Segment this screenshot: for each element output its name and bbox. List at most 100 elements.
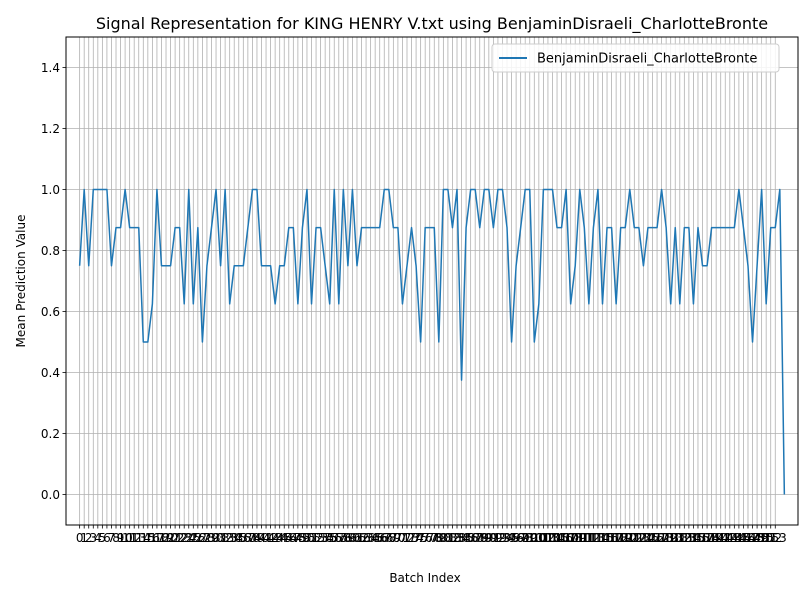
x-tick-label: 122 bbox=[623, 531, 646, 545]
x-tick-label: 138 bbox=[696, 531, 719, 545]
x-tick-label: 25 bbox=[186, 531, 201, 545]
x-tick-label: 150 bbox=[750, 531, 773, 545]
x-tick-label: 18 bbox=[154, 531, 169, 545]
x-tick-label: 2 bbox=[85, 531, 93, 545]
x-tick-label: 151 bbox=[755, 531, 778, 545]
x-tick-label: 91 bbox=[486, 531, 501, 545]
x-tick-label: 23 bbox=[177, 531, 192, 545]
x-tick-label: 3 bbox=[89, 531, 97, 545]
x-tick-label: 72 bbox=[399, 531, 414, 545]
y-tick-label: 1.0 bbox=[41, 183, 60, 197]
x-tick-label: 26 bbox=[190, 531, 205, 545]
x-tick-label: 97 bbox=[513, 531, 528, 545]
x-tick-label: 41 bbox=[258, 531, 273, 545]
x-tick-label: 140 bbox=[705, 531, 728, 545]
x-tick-label: 4 bbox=[94, 531, 102, 545]
x-tick-label: 1 bbox=[80, 531, 88, 545]
x-tick-label: 39 bbox=[249, 531, 264, 545]
x-tick-label: 70 bbox=[390, 531, 405, 545]
x-tick-label: 126 bbox=[641, 531, 664, 545]
x-tick-label: 79 bbox=[431, 531, 446, 545]
x-tick-label: 42 bbox=[263, 531, 278, 545]
x-tick-label: 86 bbox=[463, 531, 478, 545]
x-tick-label: 85 bbox=[458, 531, 473, 545]
x-tick-label: 14 bbox=[136, 531, 151, 545]
x-tick-label: 82 bbox=[445, 531, 460, 545]
x-tick-label: 148 bbox=[741, 531, 764, 545]
x-tick-label: 38 bbox=[245, 531, 260, 545]
x-tick-label: 60 bbox=[345, 531, 360, 545]
x-tick-label: 68 bbox=[381, 531, 396, 545]
y-tick-label: 0.4 bbox=[41, 366, 60, 380]
x-tick-label: 40 bbox=[254, 531, 269, 545]
x-axis-label: Batch Index bbox=[389, 571, 460, 585]
x-tick-label: 93 bbox=[495, 531, 510, 545]
x-tick-label: 129 bbox=[655, 531, 678, 545]
x-tick-label: 51 bbox=[304, 531, 319, 545]
x-axis-ticks: 0123456789101112131415161718192021222324… bbox=[76, 525, 787, 545]
x-tick-label: 49 bbox=[295, 531, 310, 545]
y-tick-label: 1.2 bbox=[41, 122, 60, 136]
x-tick-label: 145 bbox=[727, 531, 750, 545]
x-tick-label: 76 bbox=[418, 531, 433, 545]
x-tick-label: 153 bbox=[764, 531, 787, 545]
legend-box bbox=[491, 43, 780, 73]
x-tick-label: 48 bbox=[290, 531, 305, 545]
x-tick-label: 15 bbox=[140, 531, 155, 545]
grid-lines bbox=[66, 37, 798, 525]
x-tick-label: 139 bbox=[700, 531, 723, 545]
y-axis-label: Mean Prediction Value bbox=[14, 215, 28, 348]
x-tick-label: 55 bbox=[322, 531, 337, 545]
x-tick-label: 13 bbox=[131, 531, 146, 545]
x-tick-label: 118 bbox=[605, 531, 628, 545]
x-tick-label: 10 bbox=[117, 531, 132, 545]
x-tick-label: 34 bbox=[227, 531, 242, 545]
x-tick-label: 66 bbox=[372, 531, 387, 545]
x-tick-label: 127 bbox=[646, 531, 669, 545]
x-tick-label: 90 bbox=[481, 531, 496, 545]
x-tick-label: 99 bbox=[522, 531, 537, 545]
x-tick-label: 78 bbox=[427, 531, 442, 545]
x-tick-label: 89 bbox=[477, 531, 492, 545]
y-tick-label: 0.6 bbox=[41, 305, 60, 319]
plot-frame bbox=[65, 36, 799, 526]
x-tick-label: 30 bbox=[208, 531, 223, 545]
x-tick-label: 123 bbox=[627, 531, 650, 545]
x-tick-label: 73 bbox=[404, 531, 419, 545]
x-tick-label: 7 bbox=[108, 531, 116, 545]
x-tick-label: 142 bbox=[714, 531, 737, 545]
x-tick-label: 11 bbox=[122, 531, 137, 545]
x-tick-label: 132 bbox=[668, 531, 691, 545]
x-tick-label: 28 bbox=[199, 531, 214, 545]
x-tick-label: 6 bbox=[103, 531, 111, 545]
x-tick-label: 56 bbox=[327, 531, 342, 545]
x-tick-label: 50 bbox=[299, 531, 314, 545]
x-tick-label: 96 bbox=[508, 531, 523, 545]
x-tick-label: 152 bbox=[759, 531, 782, 545]
x-tick-label: 46 bbox=[281, 531, 296, 545]
x-tick-label: 88 bbox=[472, 531, 487, 545]
x-tick-label: 101 bbox=[527, 531, 550, 545]
x-tick-label: 115 bbox=[591, 531, 614, 545]
series-layer bbox=[78, 188, 786, 495]
x-tick-label: 27 bbox=[195, 531, 210, 545]
x-tick-label: 17 bbox=[149, 531, 164, 545]
legend-label: BenjaminDisraeli_CharlotteBronte bbox=[537, 52, 757, 67]
x-tick-label: 16 bbox=[145, 531, 160, 545]
x-tick-label: 67 bbox=[377, 531, 392, 545]
x-tick-label: 103 bbox=[536, 531, 559, 545]
chart-title: Signal Representation for KING HENRY V.t… bbox=[96, 14, 768, 34]
x-tick-label: 69 bbox=[386, 531, 401, 545]
x-tick-label: 94 bbox=[499, 531, 514, 545]
x-tick-label: 58 bbox=[336, 531, 351, 545]
x-tick-label: 61 bbox=[349, 531, 364, 545]
x-tick-label: 147 bbox=[737, 531, 760, 545]
x-tick-label: 146 bbox=[732, 531, 755, 545]
x-tick-label: 114 bbox=[586, 531, 609, 545]
x-tick-label: 24 bbox=[181, 531, 196, 545]
x-tick-label: 29 bbox=[204, 531, 219, 545]
x-tick-label: 120 bbox=[614, 531, 637, 545]
x-tick-label: 108 bbox=[559, 531, 582, 545]
